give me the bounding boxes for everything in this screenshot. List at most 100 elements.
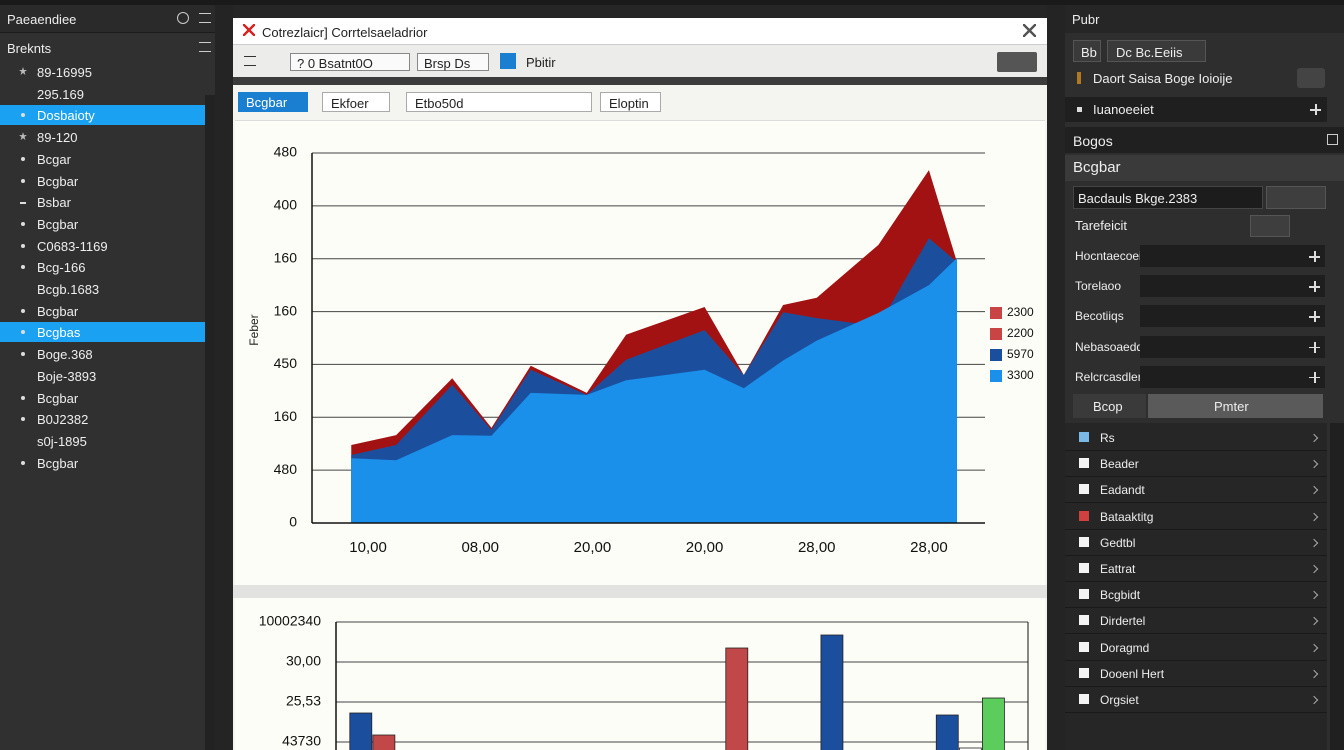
sidebar-icon[interactable]: [177, 12, 189, 24]
section-menu[interactable]: [199, 42, 211, 52]
sidebar-section: Breknts: [7, 41, 52, 56]
tab[interactable]: Etbo50d: [406, 92, 592, 112]
add-button[interactable]: [1310, 104, 1321, 115]
item-label[interactable]: s0j-1895: [37, 433, 87, 449]
section-title: Bogos: [1073, 133, 1113, 149]
list-label: Orgsiet: [1100, 693, 1139, 707]
item-label[interactable]: 295.169: [37, 86, 84, 102]
toolbar-button[interactable]: Brsp Ds: [417, 53, 489, 71]
inspector-header: [1065, 5, 1344, 33]
item-star: [19, 132, 27, 141]
inspector-button[interactable]: Bb: [1073, 40, 1101, 62]
item-label[interactable]: Bcg-166: [37, 260, 86, 276]
checkbox[interactable]: [1079, 484, 1089, 495]
item-label[interactable]: Bcgbar: [37, 303, 79, 319]
window-titlebar: [233, 18, 1047, 45]
item-bullet: [21, 156, 25, 161]
property-label: Torelaoo: [1075, 279, 1122, 294]
property-field[interactable]: [1140, 245, 1325, 267]
item-dash: [20, 202, 26, 204]
item-bullet: [21, 417, 25, 422]
checkbox[interactable]: [1079, 589, 1089, 600]
toolbar-menu[interactable]: [244, 56, 256, 66]
list-row[interactable]: [1065, 687, 1327, 713]
tab[interactable]: Bcgbar: [238, 92, 308, 112]
list-row[interactable]: [1065, 608, 1327, 635]
toolbar-button[interactable]: Pbitir: [526, 55, 556, 70]
tab[interactable]: Eloptin: [600, 92, 661, 112]
inspector-title: Pubr: [1072, 12, 1100, 27]
list-row[interactable]: [1065, 556, 1327, 582]
list-row[interactable]: [1065, 635, 1327, 661]
top-strip: [0, 0, 1344, 5]
add-button[interactable]: [1309, 371, 1320, 383]
add-button[interactable]: [1309, 311, 1320, 323]
tab[interactable]: Bcop: [1073, 394, 1146, 418]
path-action[interactable]: [1297, 68, 1325, 88]
list-scrollbar: [1330, 423, 1344, 750]
selected-row[interactable]: [0, 105, 205, 126]
nav-buttons[interactable]: [997, 52, 1037, 72]
item-label[interactable]: 89-16995: [37, 65, 92, 80]
item-label[interactable]: Bcgar: [37, 151, 71, 167]
checkbox[interactable]: [1079, 510, 1089, 521]
property-field[interactable]: [1140, 335, 1325, 358]
list-row[interactable]: [1065, 661, 1327, 687]
heading-row: [1065, 155, 1344, 181]
item-bullet: [21, 113, 25, 118]
tab[interactable]: Ekfoer: [322, 92, 390, 112]
list-row[interactable]: [1065, 530, 1327, 556]
checkbox[interactable]: [1079, 432, 1089, 442]
item-label[interactable]: Bcgbar: [37, 390, 79, 406]
inspector-button[interactable]: Dc Bc.Eeiis: [1107, 40, 1206, 62]
sidebar-title: Paeaendiee: [7, 12, 77, 27]
checkbox[interactable]: [1079, 615, 1089, 626]
list-row[interactable]: [1065, 425, 1327, 451]
item-label[interactable]: Boje-3893: [37, 368, 97, 384]
item-label[interactable]: B0J2382: [37, 412, 89, 428]
list-label: Eattrat: [1100, 562, 1136, 576]
add-button[interactable]: [1309, 251, 1320, 262]
checkbox[interactable]: [1079, 458, 1089, 469]
list-label: Bcgbidt: [1100, 588, 1141, 603]
item-label[interactable]: C0683-1169: [37, 238, 108, 254]
property-field[interactable]: [1140, 365, 1325, 388]
item-label[interactable]: Boge.368: [37, 347, 93, 363]
list-label: Rs: [1100, 431, 1115, 445]
list-label: Beader: [1100, 457, 1139, 472]
checkbox[interactable]: [1079, 641, 1089, 652]
property-field[interactable]: [1140, 275, 1325, 298]
checkbox[interactable]: [1079, 563, 1089, 573]
sub-actions[interactable]: [1250, 215, 1290, 237]
tab[interactable]: Pmter: [1148, 394, 1323, 418]
close-button[interactable]: [1023, 24, 1036, 37]
list-row[interactable]: [1065, 504, 1327, 530]
item-bullet: [21, 395, 25, 400]
sidebar-menu[interactable]: [199, 13, 211, 23]
add-button[interactable]: [1309, 281, 1320, 293]
field-actions[interactable]: [1266, 186, 1326, 209]
checkbox[interactable]: [1079, 694, 1089, 704]
node-row[interactable]: [1065, 97, 1327, 122]
item-label[interactable]: Bcgbas: [37, 325, 81, 341]
item-bullet: [21, 243, 25, 248]
item-label[interactable]: Bsbar: [37, 195, 71, 211]
list-row[interactable]: [1065, 477, 1327, 504]
item-label[interactable]: Bcgbar: [37, 173, 79, 189]
item-label[interactable]: Bcgbar: [37, 455, 79, 471]
add-button[interactable]: [1309, 341, 1320, 353]
item-label[interactable]: 89-120: [37, 130, 78, 146]
item-label[interactable]: Bcgb.1683: [37, 282, 100, 297]
selected-row[interactable]: [0, 322, 205, 343]
list-row[interactable]: [1065, 582, 1327, 609]
item-label[interactable]: Bcgbar: [37, 216, 79, 232]
item-label[interactable]: Dosbaioty: [37, 108, 95, 124]
list-row[interactable]: [1065, 451, 1327, 478]
property-field[interactable]: [1140, 305, 1325, 328]
checkbox[interactable]: [1079, 536, 1089, 547]
section-toggle[interactable]: [1327, 134, 1338, 145]
toolbar-button[interactable]: ? 0 Bsatnt0O: [290, 53, 410, 71]
text-field[interactable]: Bacdauls Bkge.2383: [1073, 186, 1263, 209]
checkbox[interactable]: [1079, 667, 1089, 678]
